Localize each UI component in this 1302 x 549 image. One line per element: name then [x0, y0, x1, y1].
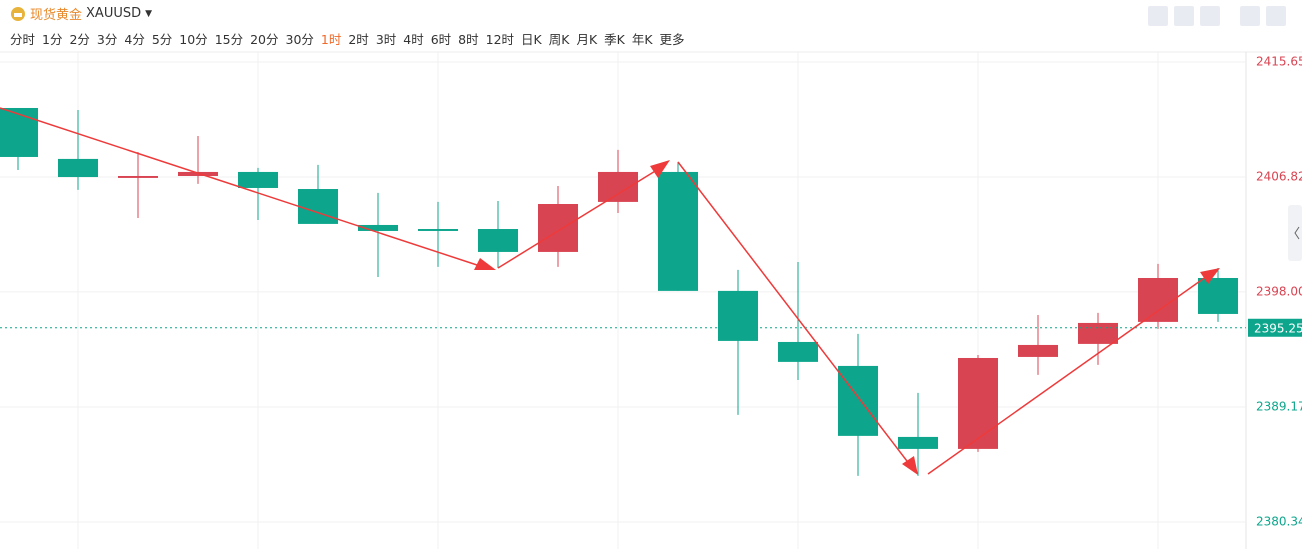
interval-option[interactable]: 年K	[631, 32, 653, 47]
interval-option[interactable]: 5分	[151, 32, 173, 47]
interval-option[interactable]: 季K	[604, 32, 625, 47]
interval-option[interactable]: 20分	[250, 32, 279, 47]
candle-body	[838, 365, 878, 436]
y-tick-label: 2398.00	[1256, 284, 1302, 298]
arrow-head	[902, 456, 918, 475]
interval-bar: 分时 1分 2分 3分 4分 5分 10分 15分 20分 30分 1时 2时 3时 4时 6时 8时 12时日…	[10, 29, 685, 48]
interval-option[interactable]: 15分	[214, 32, 244, 47]
y-tick-label: 2406.82	[1256, 170, 1302, 184]
candle-body	[898, 436, 938, 449]
tool-button[interactable]	[1266, 6, 1286, 26]
candle-body	[58, 158, 98, 178]
interval-option[interactable]: 月K	[576, 32, 598, 47]
tool-button[interactable]	[1240, 6, 1260, 26]
candle-body	[178, 171, 218, 176]
interval-option[interactable]: 3分	[96, 32, 118, 47]
gold-icon	[11, 6, 25, 21]
candle-body	[538, 203, 578, 252]
more-button[interactable]: 更多	[659, 32, 685, 47]
interval-option[interactable]: 2分	[69, 32, 90, 47]
interval-option[interactable]: 3时	[375, 32, 397, 47]
interval-option[interactable]: 8时	[458, 32, 479, 47]
candle-body	[418, 229, 458, 231]
last-price-label: 2395.25	[1254, 321, 1302, 335]
interval-option[interactable]: 6时	[430, 32, 452, 47]
interval-option[interactable]: 4时	[403, 32, 424, 47]
interval-option[interactable]: 12时	[485, 32, 515, 47]
annotation-arrow	[927, 273, 1211, 475]
interval-option[interactable]: 30分	[285, 32, 314, 47]
candle-body	[238, 171, 278, 188]
annotation-arrow	[497, 164, 666, 269]
interval-option[interactable]: 日K	[521, 32, 542, 47]
arrow-head	[474, 258, 496, 270]
candle-body	[778, 341, 818, 362]
interval-option[interactable]: 周K	[548, 32, 570, 47]
dropdown-caret[interactable]: ▼	[145, 8, 153, 19]
interval-option[interactable]: 2时	[348, 32, 369, 47]
last-price-box	[1248, 318, 1302, 337]
candle-body	[598, 171, 638, 202]
candle-body	[1138, 277, 1178, 322]
y-tick-label: 2380.34	[1256, 515, 1302, 529]
candle-body	[958, 357, 998, 449]
interval-option[interactable]: 10分	[179, 32, 208, 47]
interval-option[interactable]: 1时	[320, 32, 342, 47]
candle-body	[118, 175, 158, 178]
y-tick-label: 2389.17	[1256, 399, 1302, 413]
interval-option[interactable]: 1分	[42, 32, 63, 47]
candle-body	[478, 229, 518, 252]
tool-button[interactable]	[1174, 6, 1194, 26]
symbol-name[interactable]: 现货黄金	[30, 8, 83, 23]
toolbar	[1148, 6, 1286, 26]
candle-body	[0, 107, 38, 157]
interval-option[interactable]: 4分	[124, 32, 145, 47]
y-tick-label: 2415.65	[1256, 55, 1302, 69]
candle-body	[718, 290, 758, 341]
candle-body	[1198, 277, 1238, 314]
annotation-arrow	[0, 107, 481, 267]
tool-button[interactable]	[1148, 6, 1168, 26]
tool-button[interactable]	[1200, 6, 1220, 26]
collapse-icon	[1294, 226, 1300, 240]
candle-body	[658, 171, 698, 291]
candle-body	[298, 189, 338, 224]
candle-body	[358, 224, 398, 231]
interval-option[interactable]: 分时	[10, 32, 36, 47]
annotation-arrow	[677, 161, 911, 466]
arrow-head	[650, 160, 670, 178]
symbol-header: 现货黄金 XAUUSD ▼	[10, 4, 152, 23]
candle-body	[1018, 344, 1058, 357]
symbol-code[interactable]: XAUUSD	[86, 6, 142, 21]
arrow-head	[1200, 268, 1220, 284]
candle-body	[1078, 322, 1118, 344]
